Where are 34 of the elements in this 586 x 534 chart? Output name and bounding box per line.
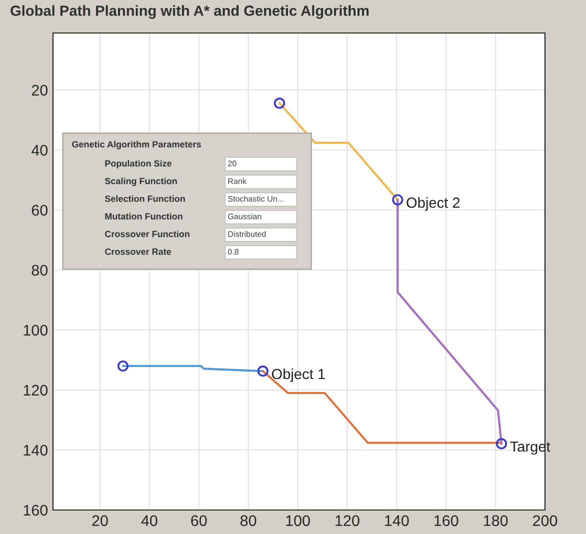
y-tick-label: 160 — [24, 504, 48, 516]
x-tick-label: 20 — [92, 515, 108, 526]
chart-title: Global Path Planning with A* and Genetic Algorithm — [10, 5, 369, 19]
annotation: Scaling Function — [104, 178, 177, 186]
y-tick-label: 20 — [32, 84, 48, 96]
annotation: Mutation Function — [105, 212, 182, 220]
x-tick-label: 160 — [434, 515, 458, 526]
annotation: Distributed — [228, 231, 266, 237]
annotation: Gaussian — [228, 213, 262, 220]
annotation: Crossover Function — [105, 230, 190, 238]
x-tick-label: 100 — [286, 515, 310, 526]
x-tick-label: 60 — [191, 515, 207, 526]
y-tick-label: 120 — [24, 384, 48, 396]
x-tick-label: 140 — [385, 515, 409, 526]
annotation: 20 — [228, 160, 236, 166]
x-tick-label: 200 — [533, 515, 558, 526]
annotation: Object 2 — [406, 197, 460, 211]
x-tick-label: 180 — [484, 515, 508, 526]
x-tick-label: 120 — [336, 515, 360, 526]
annotation: Selection Function — [104, 195, 185, 202]
x-tick-label: 40 — [141, 515, 158, 526]
y-tick-label: 60 — [32, 204, 48, 216]
y-tick-label: 80 — [32, 264, 48, 276]
annotation: Object 1 — [272, 368, 325, 382]
y-tick-label: 40 — [32, 144, 48, 156]
annotation: Stochastic Un... — [228, 196, 284, 202]
annotation: Rank — [228, 178, 246, 184]
annotation: 0.8 — [228, 248, 239, 255]
y-tick-label: 140 — [24, 444, 48, 456]
y-tick-label: 100 — [24, 324, 48, 336]
annotation: Genetic Algorithm Parameters — [72, 140, 201, 150]
annotation: Crossover Rate — [105, 248, 172, 255]
annotation: Population Size — [105, 160, 172, 168]
x-tick-label: 80 — [240, 515, 256, 526]
